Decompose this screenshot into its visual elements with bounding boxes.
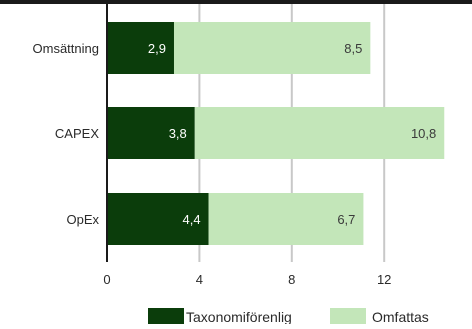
x-tick-label-8: 8 [288, 272, 295, 287]
x-tick-label-12: 12 [377, 272, 391, 287]
bar-aligned-1 [107, 22, 174, 74]
bar-eligible-2 [194, 107, 445, 159]
bar-aligned-2 [107, 107, 195, 159]
bar-aligned-3 [107, 193, 209, 245]
data-label-aligned-3: 4,4 [183, 212, 201, 227]
category-label-2: CAPEX [55, 126, 99, 141]
legend-label-eligible: Omfattas [372, 309, 429, 324]
data-label-eligible-3: 6,7 [337, 212, 355, 227]
legend-swatch-eligible [330, 308, 366, 324]
category-label-3: OpEx [66, 212, 99, 227]
bars [107, 22, 445, 245]
legend-swatch-aligned [148, 308, 184, 324]
legend-label-aligned: Taxonomiförenlig [186, 309, 292, 324]
labels: 2,9 8,5 Omsättning 3,8 10,8 CAPEX 4,4 6,7 OpEx 0 4… [33, 41, 437, 287]
data-label-eligible-2: 10,8 [411, 126, 436, 141]
bar-eligible-3 [208, 193, 364, 245]
data-label-aligned-2: 3,8 [169, 126, 187, 141]
category-label-1: Omsättning [33, 41, 99, 56]
data-label-eligible-1: 8,5 [344, 41, 362, 56]
bar-eligible-1 [173, 22, 371, 74]
legend: Taxonomiförenlig Omfattas [148, 308, 429, 325]
x-tick-label-4: 4 [196, 272, 203, 287]
top-header-band [0, 0, 472, 4]
x-tick-label-0: 0 [103, 272, 110, 287]
data-label-aligned-1: 2,9 [148, 41, 166, 56]
